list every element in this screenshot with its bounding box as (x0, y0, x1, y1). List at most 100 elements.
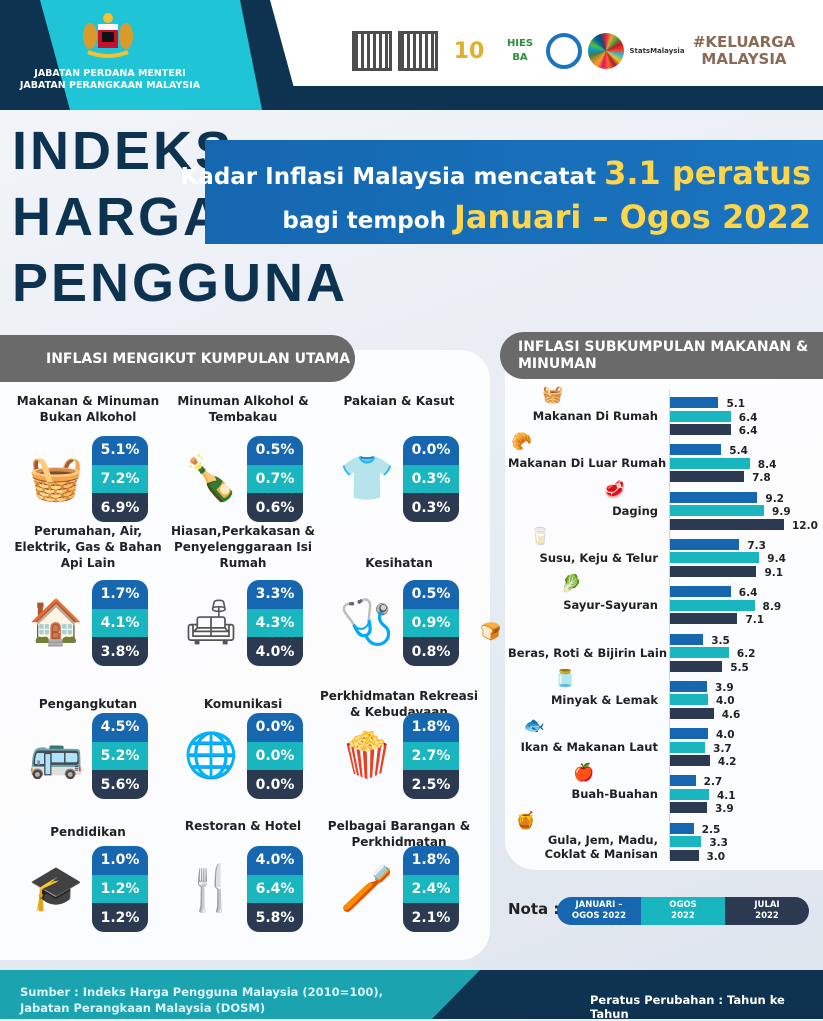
source-line: Sumber : Indeks Harga Pengguna Malaysia … (20, 985, 383, 999)
education-icon: 🎓 (28, 863, 84, 914)
bar (670, 694, 708, 706)
bread-icon: 🍞 (480, 621, 502, 642)
category-label: Gula, Jem, Madu, Coklat & Manisan (544, 832, 658, 861)
communication-icon: 🌐 (183, 730, 239, 781)
vehicle-icon: 🚌 (28, 730, 84, 781)
category-label: Makanan Di Rumah (532, 409, 658, 423)
bar-value-label: 12.0 (792, 519, 818, 532)
jam-sweets-icon: 🍯 (515, 810, 537, 831)
bar-value-label: 9.1 (764, 566, 784, 579)
subgroup-heading: INFLASI SUBKUMPULAN MAKANAN & MINUMAN (500, 332, 823, 379)
bar-value-label: 7.3 (747, 539, 766, 552)
header-band (230, 86, 823, 110)
group-values: 1.7% 4.1% 3.8% (92, 580, 148, 666)
value-aug-2022: 1.2% (92, 874, 148, 904)
group-title: Hiasan,Perkakasan & Penyelenggaraan Isi … (170, 524, 316, 570)
value-jul-2022: 5.8% (247, 903, 303, 932)
bar (670, 538, 740, 550)
bar-value-label: 4.1 (716, 789, 736, 802)
title-line: INDEKS (12, 121, 235, 181)
value-aug-2022: 0.7% (247, 464, 303, 494)
meat-icon: 🥩 (604, 479, 626, 500)
banner-highlight: Januari – Ogos 2022 (453, 198, 811, 236)
milk-egg-icon: 🥛 (529, 526, 551, 547)
hies-logo: HIES BA (506, 38, 534, 63)
statsmalaysia-logo: StatsMalaysia (629, 47, 685, 55)
recreation-icon: 🍿 (339, 730, 395, 781)
qr-code-facebook-logo[interactable] (398, 31, 438, 71)
bar (670, 741, 706, 753)
bar-value-label: 2.7 (703, 776, 723, 789)
bar (670, 822, 694, 834)
value-aug-2022: 4.3% (247, 608, 303, 638)
bar-value-label: 9.2 (765, 492, 784, 505)
value-jan-aug-2022: 4.5% (92, 713, 148, 742)
source-line: Jabatan Perangkaan Malaysia (DOSM) (20, 1001, 266, 1015)
vegetables-icon: 🥬 (560, 574, 582, 595)
value-jan-aug-2022: 3.3% (247, 580, 303, 609)
title-line: HARGA (12, 187, 225, 247)
value-jan-aug-2022: 5.1% (92, 436, 148, 465)
value-aug-2022: 4.1% (92, 608, 148, 638)
legend-text: JULAI (754, 900, 780, 910)
bar (670, 849, 699, 861)
bar-value-label: 5.4 (729, 445, 748, 458)
banner-highlight: 3.1 peratus (604, 154, 811, 192)
bar-value-label: 3.7 (713, 742, 732, 755)
clothing-icon: 👕 (339, 453, 395, 504)
fish-icon: 🐟 (523, 716, 545, 737)
bottles-icon: 🍾 (183, 453, 239, 504)
bar (670, 836, 702, 848)
bar (670, 424, 731, 435)
bar (670, 633, 704, 645)
bar-value-label: 7.8 (752, 472, 771, 485)
value-aug-2022: 2.7% (403, 741, 459, 771)
partner-logos: 10 HIES BA StatsMalaysia #KELUARGA MALAYSI… (352, 30, 798, 72)
group-title: Restoran & Hotel (184, 819, 302, 833)
bar (670, 647, 729, 658)
banner-text: bagi tempoh (282, 208, 446, 234)
group-values: 1.8% 2.4% 2.1% (403, 846, 459, 932)
legend-text: JANUARI – (575, 900, 623, 910)
qr-code-logo[interactable] (352, 31, 392, 71)
value-jul-2022: 2.1% (403, 903, 459, 932)
bar-value-label: 7.1 (745, 614, 765, 627)
bar-value-label: 4.6 (721, 708, 741, 721)
value-jul-2022: 3.8% (92, 637, 148, 666)
legend-text: OGOS 2022 (571, 911, 627, 921)
value-jan-aug-2022: 1.0% (92, 846, 148, 875)
category-label: Makanan Di Luar Rumah (508, 456, 667, 471)
percent-change-note: Peratus Perubahan : Tahun ke Tahun (590, 993, 785, 1021)
bar-value-label: 5.5 (730, 661, 749, 674)
value-jan-aug-2022: 4.0% (247, 846, 303, 875)
value-jul-2022: 0.0% (247, 770, 303, 799)
group-values: 3.3% 4.3% 4.0% (247, 580, 303, 666)
bar (670, 802, 708, 814)
category-label: Beras, Roti & Bijirin Lain (508, 645, 668, 660)
group-values: 1.0% 1.2% 1.2% (92, 846, 148, 932)
value-jan-aug-2022: 1.7% (92, 580, 148, 609)
group-values: 4.0% 6.4% 5.8% (247, 846, 303, 932)
bar-value-label: 8.9 (762, 600, 782, 613)
group-values: 4.5% 5.2% 5.6% (92, 713, 148, 799)
bar (670, 660, 723, 672)
category-label: Sayur-Sayuran (563, 598, 658, 613)
banner-text: Kadar Inflasi Malaysia mencatat (180, 164, 597, 190)
value-aug-2022: 7.2% (92, 464, 148, 494)
bar (670, 505, 765, 517)
sdg-logo (588, 33, 624, 69)
bar-value-label: 6.4 (738, 587, 758, 600)
value-aug-2022: 0.3% (403, 464, 459, 494)
category-label: Susu, Keju & Telur (539, 550, 658, 565)
bar-value-label: 3.9 (715, 681, 734, 694)
agency-line: JABATAN PERANGKAAN MALAYSIA (19, 80, 201, 91)
group-title: Pakaian & Kasut (343, 394, 455, 408)
value-jul-2022: 6.9% (92, 493, 148, 522)
value-jul-2022: 0.6% (247, 493, 303, 522)
bar-value-label: 3.5 (711, 634, 730, 647)
legend: JANUARI – OGOS 2022 OGOS 2022 JULAI 2022 (557, 897, 809, 925)
bar-value-label: 8.4 (757, 458, 777, 471)
house-icon: 🏠 (28, 597, 84, 648)
value-jul-2022: 1.2% (92, 903, 148, 932)
bar-value-label: 5.1 (726, 398, 746, 410)
